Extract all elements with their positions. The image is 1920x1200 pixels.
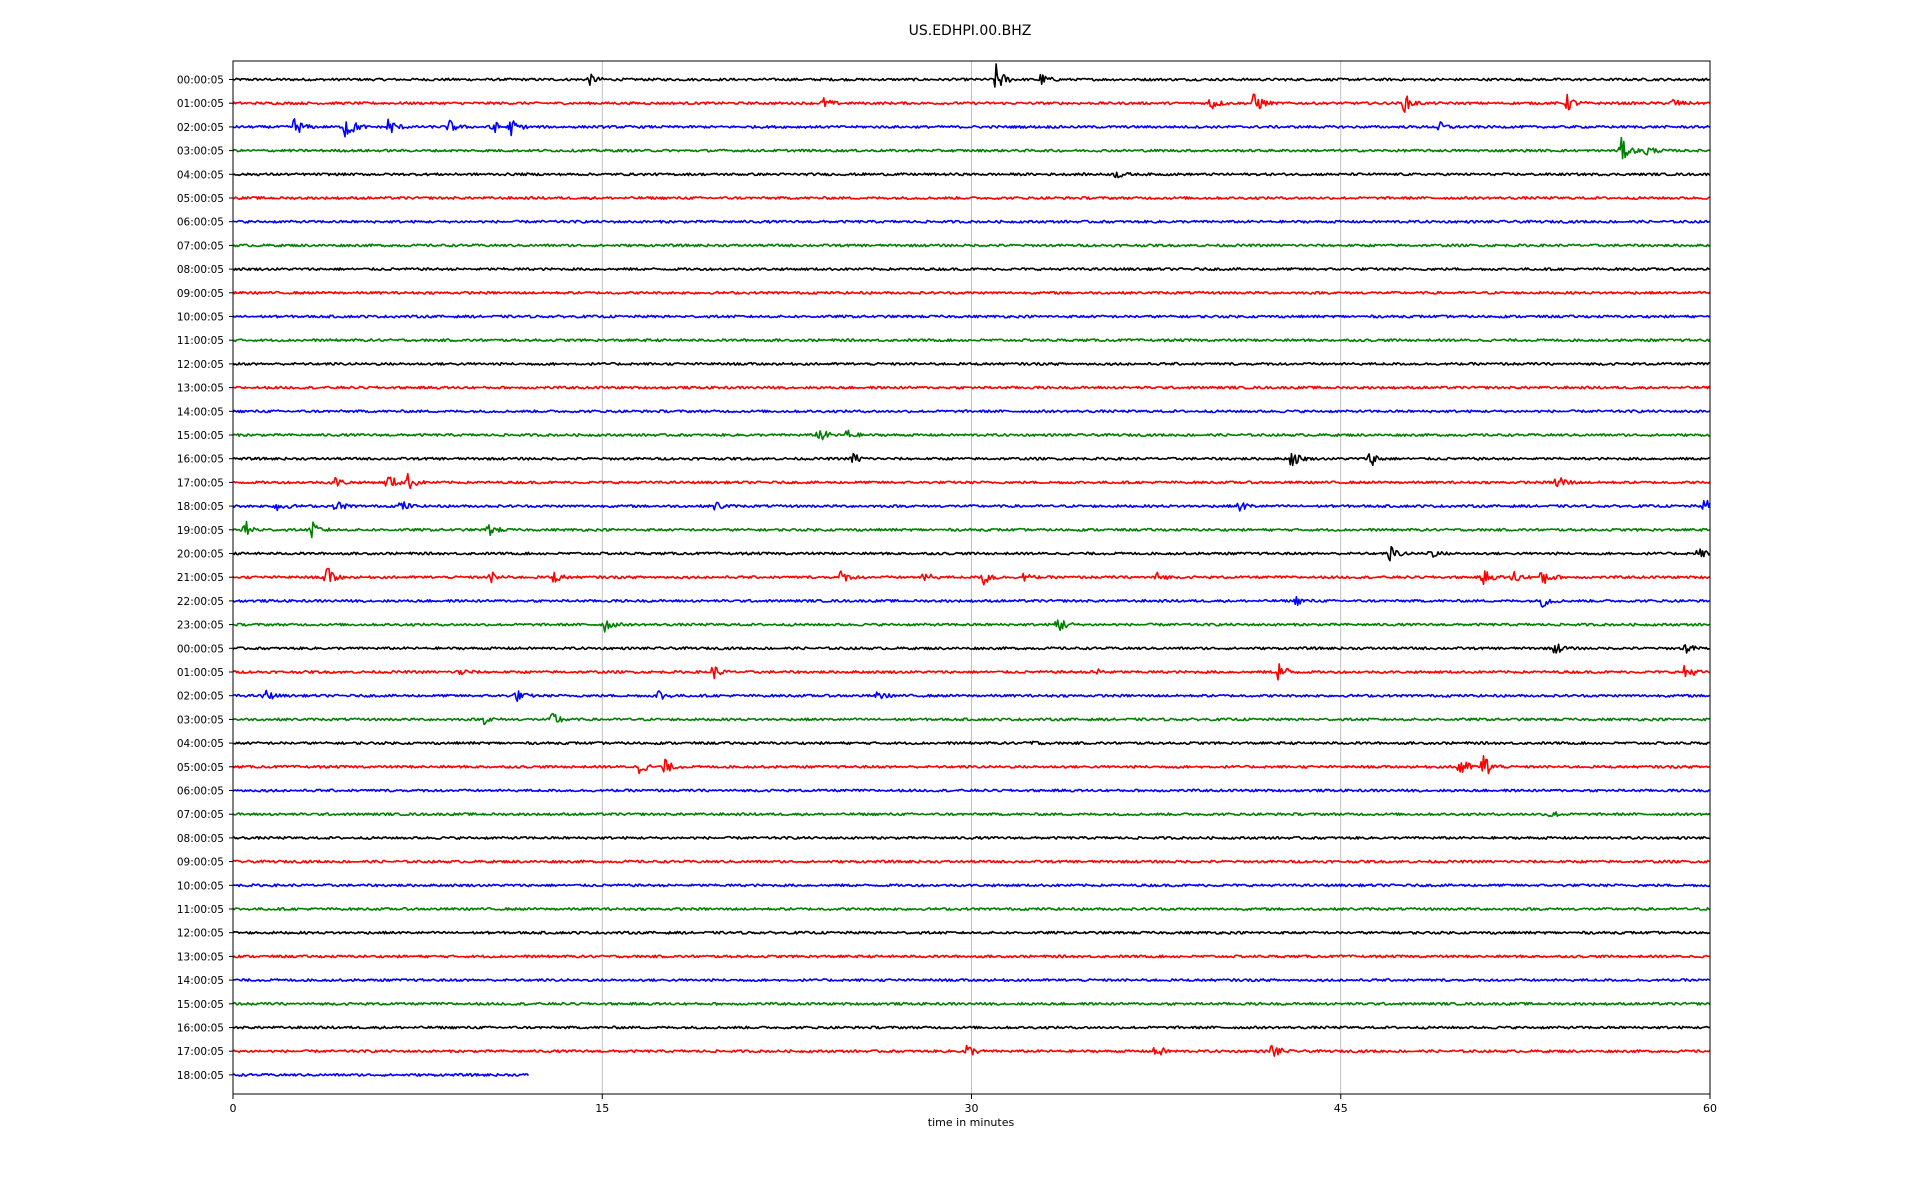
x-tick-label-2: 30 — [965, 1102, 979, 1115]
row-label-13: 13:00:05 — [177, 383, 224, 395]
trace-row-31 — [232, 811, 1711, 818]
row-label-42: 18:00:05 — [177, 1070, 224, 1082]
row-label-17: 17:00:05 — [177, 477, 224, 489]
row-label-9: 09:00:05 — [177, 288, 224, 300]
trace-row-11 — [232, 338, 1711, 343]
trace-row-23 — [232, 619, 1711, 633]
x-tick-label-0: 0 — [230, 1102, 237, 1115]
row-label-18: 18:00:05 — [177, 501, 224, 513]
row-label-33: 09:00:05 — [177, 857, 224, 869]
row-label-37: 13:00:05 — [177, 951, 224, 963]
trace-row-38 — [232, 978, 1711, 983]
trace-row-40 — [232, 1025, 1711, 1030]
row-time-labels: 00:00:05 01:00:05 02:00:05 03:00:05 04:00:05… — [177, 75, 233, 1082]
row-label-7: 07:00:05 — [177, 240, 224, 252]
trace-row-28 — [232, 740, 1711, 746]
row-label-10: 10:00:05 — [177, 312, 224, 324]
x-tick-label-1: 15 — [595, 1102, 609, 1115]
row-label-16: 16:00:05 — [177, 454, 224, 466]
trace-row-9 — [232, 290, 1711, 295]
row-label-6: 06:00:05 — [177, 217, 224, 229]
trace-row-39 — [232, 1001, 1711, 1006]
row-label-29: 05:00:05 — [177, 762, 224, 774]
x-tick-label-4: 60 — [1703, 1102, 1717, 1115]
row-label-34: 10:00:05 — [177, 880, 224, 892]
trace-row-7 — [232, 243, 1711, 248]
row-label-30: 06:00:05 — [177, 786, 224, 798]
trace-row-42 — [232, 1072, 530, 1077]
chart-title: US.EDHPI.00.BHZ — [909, 23, 1032, 39]
trace-row-1 — [232, 93, 1711, 113]
row-label-35: 11:00:05 — [177, 904, 224, 916]
trace-row-0 — [232, 63, 1711, 88]
trace-row-37 — [232, 954, 1711, 959]
row-label-23: 23:00:05 — [177, 620, 224, 632]
row-label-2: 02:00:05 — [177, 122, 224, 134]
row-label-15: 15:00:05 — [177, 430, 224, 442]
trace-row-3 — [232, 136, 1711, 160]
row-label-26: 02:00:05 — [177, 691, 224, 703]
trace-row-34 — [232, 883, 1711, 888]
row-label-3: 03:00:05 — [177, 146, 224, 158]
row-label-0: 00:00:05 — [177, 75, 224, 87]
trace-row-13 — [232, 385, 1711, 390]
trace-row-18 — [232, 499, 1711, 512]
trace-row-22 — [232, 596, 1711, 608]
row-label-38: 14:00:05 — [177, 975, 224, 987]
trace-row-4 — [232, 171, 1711, 179]
trace-row-16 — [232, 452, 1711, 467]
row-label-21: 21:00:05 — [177, 572, 224, 584]
row-label-27: 03:00:05 — [177, 714, 224, 726]
row-label-22: 22:00:05 — [177, 596, 224, 608]
row-label-40: 16:00:05 — [177, 1023, 224, 1035]
row-label-25: 01:00:05 — [177, 667, 224, 679]
trace-row-30 — [232, 788, 1711, 793]
row-label-20: 20:00:05 — [177, 549, 224, 561]
row-label-8: 08:00:05 — [177, 264, 224, 276]
trace-row-21 — [232, 567, 1711, 586]
x-axis-label: time in minutes — [928, 1116, 1015, 1129]
row-label-31: 07:00:05 — [177, 809, 224, 821]
trace-row-41 — [232, 1044, 1711, 1057]
trace-row-29 — [232, 755, 1711, 775]
row-label-28: 04:00:05 — [177, 738, 224, 750]
row-label-5: 05:00:05 — [177, 193, 224, 205]
row-label-39: 15:00:05 — [177, 999, 224, 1011]
row-label-11: 11:00:05 — [177, 335, 224, 347]
trace-row-33 — [232, 859, 1711, 864]
row-label-19: 19:00:05 — [177, 525, 224, 537]
trace-row-14 — [232, 409, 1711, 414]
trace-row-32 — [232, 835, 1711, 840]
trace-row-19 — [232, 520, 1711, 539]
row-label-4: 04:00:05 — [177, 169, 224, 181]
row-label-1: 01:00:05 — [177, 98, 224, 110]
trace-row-5 — [232, 196, 1711, 200]
trace-row-6 — [232, 219, 1711, 224]
trace-row-10 — [232, 314, 1711, 319]
trace-row-27 — [232, 712, 1711, 726]
trace-lines — [232, 63, 1711, 1077]
trace-row-26 — [232, 689, 1711, 703]
x-axis-ticks: 0 15 30 45 60 — [230, 1094, 1717, 1115]
row-label-12: 12:00:05 — [177, 359, 224, 371]
row-label-41: 17:00:05 — [177, 1046, 224, 1058]
row-label-24: 00:00:05 — [177, 643, 224, 655]
trace-row-25 — [232, 663, 1711, 681]
trace-row-24 — [232, 643, 1710, 654]
trace-row-2 — [232, 118, 1711, 138]
trace-row-20 — [232, 545, 1711, 562]
trace-row-8 — [232, 267, 1711, 272]
trace-row-12 — [232, 361, 1711, 366]
row-label-36: 12:00:05 — [177, 928, 224, 940]
trace-row-36 — [232, 930, 1711, 935]
trace-row-35 — [232, 907, 1711, 911]
row-label-32: 08:00:05 — [177, 833, 224, 845]
trace-row-17 — [232, 472, 1711, 490]
x-tick-label-3: 45 — [1334, 1102, 1348, 1115]
row-label-14: 14:00:05 — [177, 406, 224, 418]
trace-row-15 — [232, 429, 1711, 441]
